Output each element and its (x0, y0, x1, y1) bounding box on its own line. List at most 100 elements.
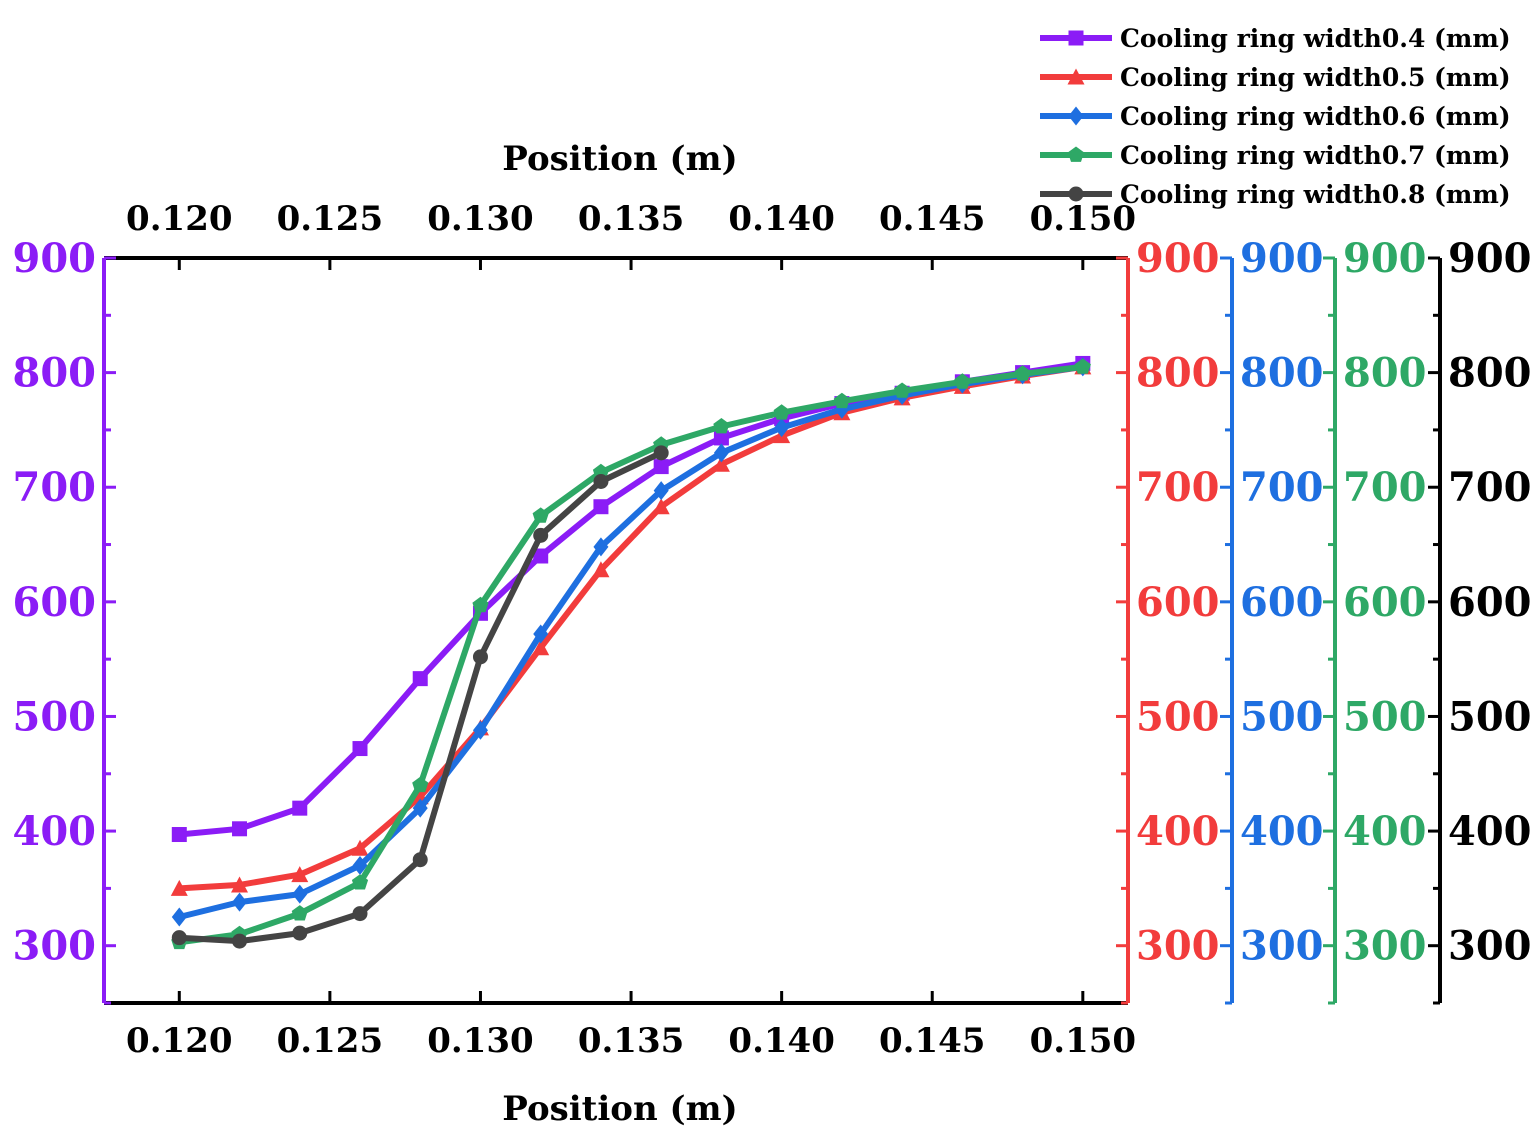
data-point (171, 827, 187, 843)
data-point (592, 561, 610, 578)
legend-label: Cooling ring width0.8 (mm) (1120, 180, 1511, 209)
y-tick-label-right-4: 600 (1448, 579, 1532, 626)
data-point (1014, 365, 1031, 381)
x-tick-label-top: 0.120 (126, 199, 232, 239)
data-point (170, 879, 188, 896)
data-point (593, 474, 609, 489)
x-tick-label-bottom: 0.150 (1030, 1021, 1136, 1061)
data-point (713, 418, 730, 434)
data-point (954, 373, 971, 389)
x-tick-label-top: 0.150 (1030, 199, 1136, 239)
y-tick-label-left: 700 (13, 464, 97, 511)
data-point (532, 507, 549, 523)
data-point (773, 404, 790, 420)
y-tick-label-right-2: 400 (1240, 808, 1324, 855)
data-point (472, 720, 488, 740)
x-tick-label-top: 0.135 (578, 199, 684, 239)
y-tick-label-right-1: 300 (1136, 923, 1220, 970)
y-tick-label-left: 600 (13, 579, 97, 626)
series-line (179, 360, 1084, 838)
series-line (179, 450, 663, 945)
x-tick-label-bottom: 0.135 (578, 1021, 684, 1061)
legend: Cooling ring width0.4 (mm) Cooling ring w… (1040, 24, 1511, 209)
y-tick-label-right-1: 400 (1136, 808, 1220, 855)
data-point (472, 649, 488, 665)
series-line (178, 363, 1084, 920)
data-point (231, 876, 249, 893)
axes-layer: 0.120 0.120 0.125 0.125 0.130 0.130 0.135 0.135… (13, 199, 1532, 1061)
y-tick-label-right-3: 400 (1343, 808, 1427, 855)
data-point (291, 905, 308, 921)
legend-item-2: Cooling ring width0.5 (mm) (1040, 63, 1511, 92)
series-line (178, 363, 1084, 946)
data-point (352, 741, 368, 757)
series-2 (170, 358, 1092, 896)
y-tick-label-right-1: 700 (1136, 464, 1220, 511)
data-point (232, 821, 248, 837)
series-line (179, 363, 1084, 892)
y-tick-label-right-4: 300 (1448, 923, 1532, 970)
x-tick-label-bottom: 0.120 (126, 1021, 232, 1061)
data-point (713, 430, 729, 446)
y-tick-label-right-2: 500 (1240, 693, 1324, 740)
legend-label: Cooling ring width0.6 (mm) (1120, 102, 1511, 131)
data-point (533, 527, 549, 543)
x-axis-title-bottom: Position (m) (502, 1089, 737, 1129)
y-tick-label-right-4: 400 (1448, 808, 1532, 855)
data-point (713, 443, 729, 463)
y-tick-label-right-4: 700 (1448, 464, 1532, 511)
legend-label: Cooling ring width0.7 (mm) (1120, 141, 1511, 170)
data-point (533, 624, 549, 644)
data-point (351, 839, 369, 856)
data-point (593, 499, 609, 515)
legend-label: Cooling ring width0.4 (mm) (1120, 24, 1511, 53)
legend-label: Cooling ring width0.5 (mm) (1120, 63, 1511, 92)
data-point (292, 925, 308, 941)
x-tick-label-bottom: 0.140 (728, 1021, 834, 1061)
y-tick-label-right-2: 700 (1240, 464, 1324, 511)
y-tick-label-right-1: 500 (1136, 693, 1220, 740)
y-tick-label-right-3: 500 (1343, 693, 1427, 740)
data-point (171, 930, 187, 946)
x-tick-label-top: 0.125 (277, 199, 383, 239)
data-point (352, 906, 368, 922)
series-layer (170, 355, 1092, 950)
data-point (292, 884, 308, 904)
data-point (774, 418, 790, 438)
y-tick-label-right-1: 600 (1136, 579, 1220, 626)
data-point (532, 639, 550, 656)
data-point (652, 498, 670, 515)
data-point (653, 481, 669, 501)
data-point (1074, 358, 1091, 374)
legend-marker (1068, 30, 1084, 46)
legend-item-5: Cooling ring width0.8 (mm) (1040, 180, 1511, 209)
series-1 (171, 355, 1091, 843)
x-tick-label-bottom: 0.130 (427, 1021, 533, 1061)
y-tick-label-right-2: 300 (1240, 923, 1324, 970)
data-point (412, 776, 429, 793)
legend-item-3: Cooling ring width0.6 (mm) (1040, 102, 1511, 131)
y-tick-label-right-3: 700 (1343, 464, 1427, 511)
y-tick-label-right-4: 800 (1448, 350, 1532, 397)
data-point (593, 537, 609, 557)
y-tick-label-right-4: 900 (1448, 235, 1532, 282)
x-axis-title-top: Position (m) (502, 139, 737, 179)
data-point (412, 671, 428, 687)
data-point (533, 548, 549, 564)
y-tick-label-right-3: 800 (1343, 350, 1427, 397)
y-tick-label-left: 900 (13, 235, 97, 282)
y-tick-label-left: 300 (13, 923, 97, 970)
data-point (412, 798, 428, 818)
x-tick-label-top: 0.140 (728, 199, 834, 239)
y-tick-label-left: 400 (13, 808, 97, 855)
y-tick-label-right-1: 900 (1136, 235, 1220, 282)
legend-marker (1068, 106, 1084, 126)
data-point (653, 445, 669, 461)
y-tick-label-right-2: 800 (1240, 350, 1324, 397)
legend-item-4: Cooling ring width0.7 (mm) (1040, 141, 1511, 170)
y-tick-label-right-3: 900 (1343, 235, 1427, 282)
data-point (352, 855, 368, 875)
y-tick-label-right-3: 300 (1343, 923, 1427, 970)
data-point (171, 907, 187, 927)
